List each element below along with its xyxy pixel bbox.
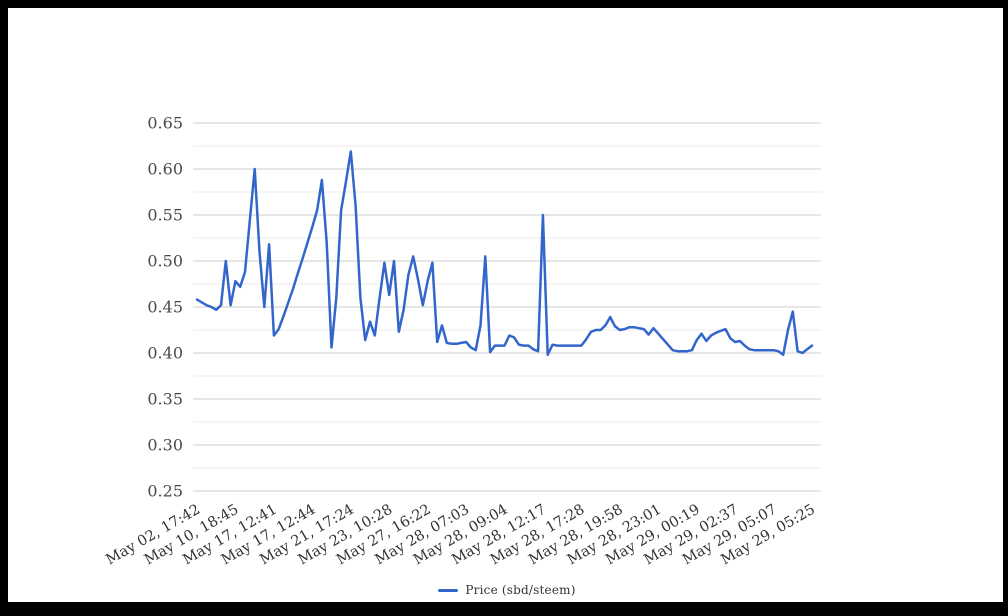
y-axis-tick-label: 0.40 xyxy=(147,344,183,363)
y-axis-tick-label: 0.30 xyxy=(147,436,183,455)
y-axis-tick-label: 0.50 xyxy=(147,252,183,271)
chart-legend: Price (sbd/steem) xyxy=(0,583,1008,597)
price-series-line xyxy=(195,150,814,357)
legend-line-swatch xyxy=(438,588,459,592)
y-axis-tick-label: 0.55 xyxy=(147,206,183,225)
legend-label: Price (sbd/steem) xyxy=(465,583,576,597)
y-axis-tick-label: 0.45 xyxy=(147,298,183,317)
y-axis-tick-label: 0.65 xyxy=(147,114,183,133)
y-axis-tick-label: 0.35 xyxy=(147,390,183,409)
y-axis-tick-label: 0.25 xyxy=(147,482,183,501)
y-axis-tick-label: 0.60 xyxy=(147,160,183,179)
chart-canvas xyxy=(8,8,1003,602)
